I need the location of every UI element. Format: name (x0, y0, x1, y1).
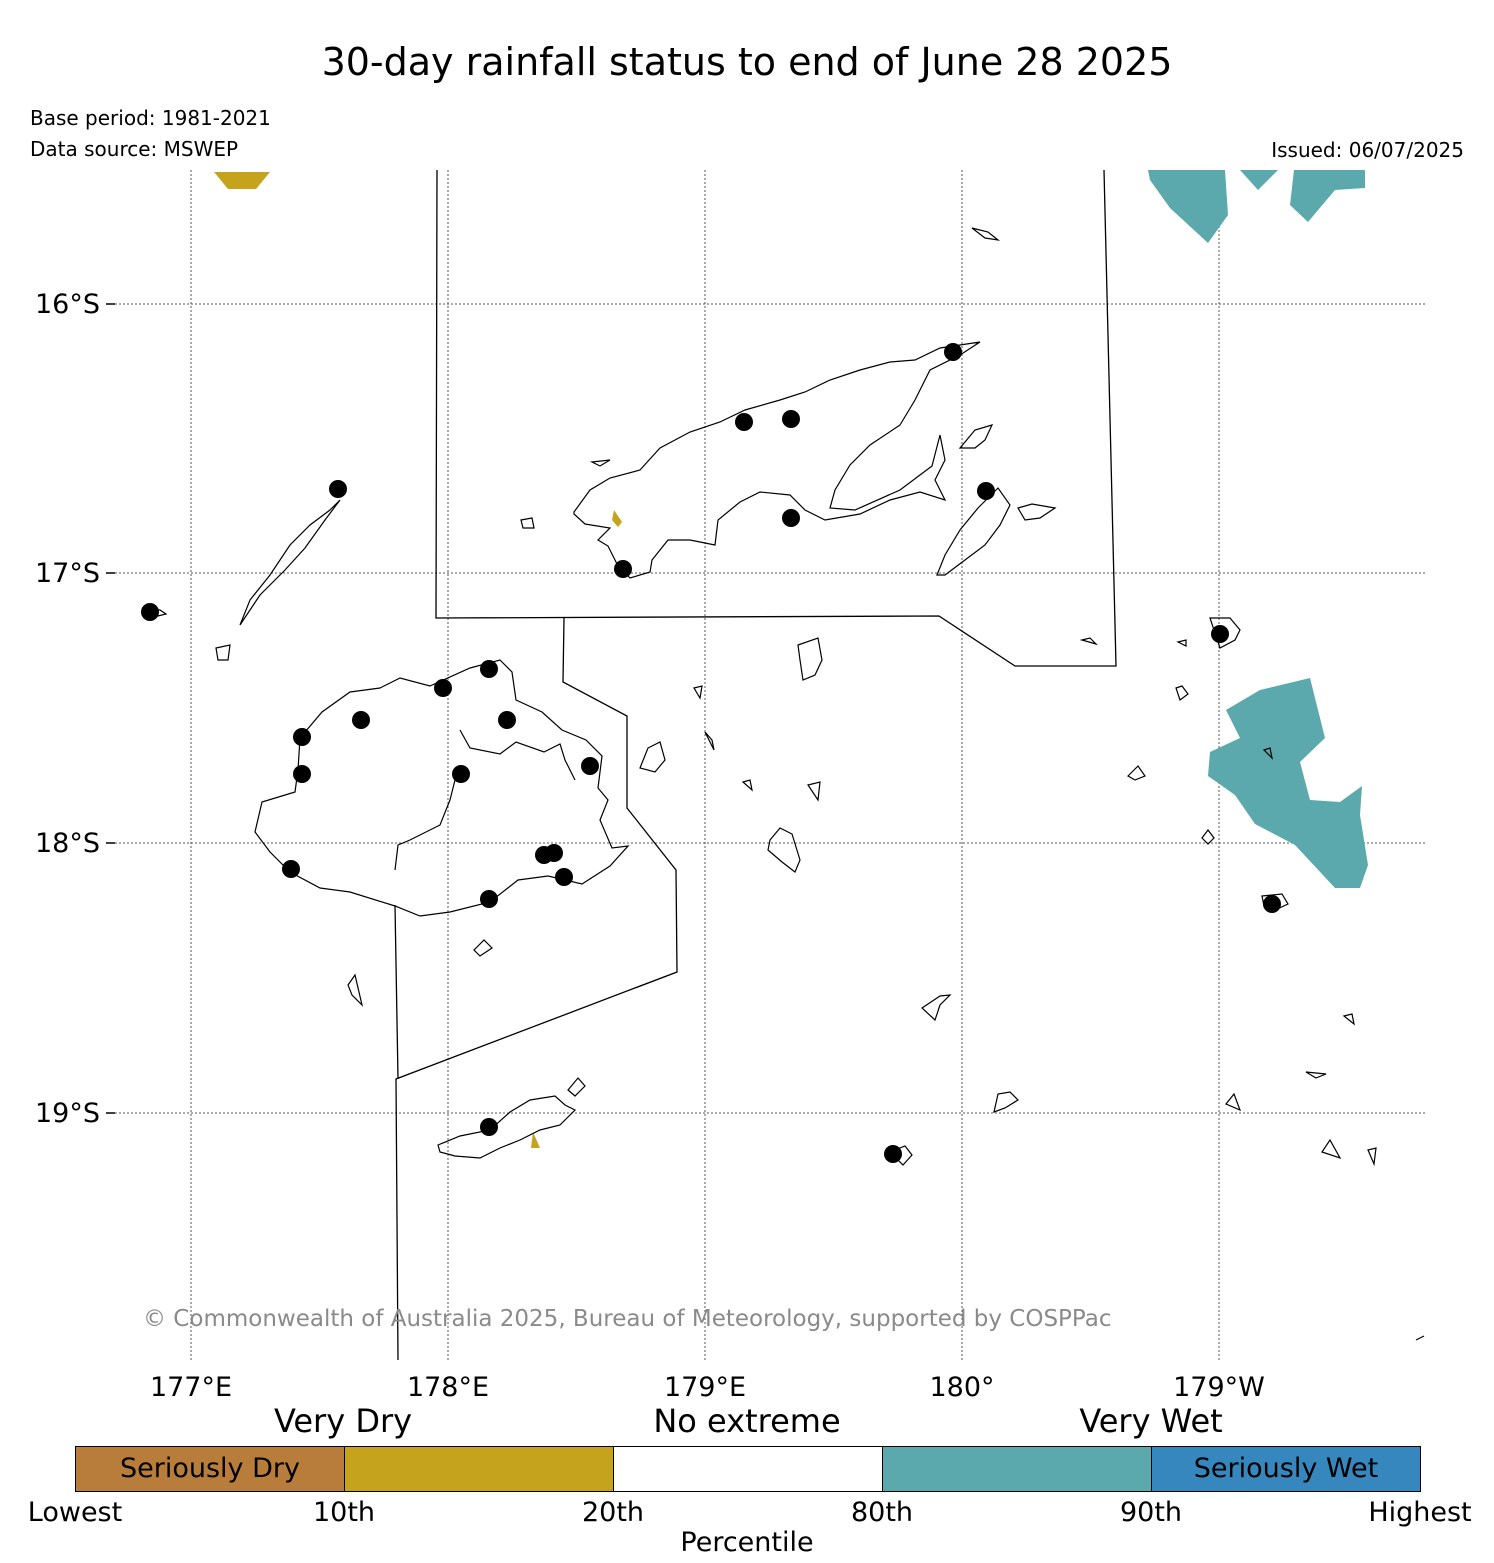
base-period-text: Base period: 1981-2021 (30, 106, 271, 130)
legend-tick-lowest: Lowest (27, 1497, 123, 1528)
lon-label-179w: 179°W (1173, 1372, 1265, 1403)
legend-bin-seriously-wet (1151, 1446, 1421, 1492)
lon-label-178e: 178°E (407, 1372, 489, 1403)
legend-bin-label-seriously-dry: Seriously Dry (120, 1453, 300, 1484)
legend-axis-title: Percentile (680, 1527, 814, 1558)
legend-tick-90th: 90th (1119, 1497, 1183, 1528)
map-title: 30-day rainfall status to end of June 28… (321, 40, 1173, 84)
lat-label-16s: 16°S (35, 289, 100, 320)
lon-label-177e: 177°E (150, 1372, 232, 1403)
legend-tick-20th: 20th (581, 1497, 645, 1528)
legend-bin-label-seriously-wet: Seriously Wet (1193, 1453, 1379, 1484)
legend-tick-80th: 80th (850, 1497, 914, 1528)
legend-bin-very-wet (882, 1446, 1152, 1492)
legend-tick-highest: Highest (1368, 1497, 1472, 1528)
issued-date-text: Issued: 06/07/2025 (1271, 138, 1464, 162)
legend-category-very-dry: Very Dry (273, 1402, 413, 1440)
legend-category-very-wet: Very Wet (1079, 1402, 1223, 1440)
very-wet-area (1148, 170, 1368, 888)
legend-bin-seriously-dry (75, 1446, 345, 1492)
axis-ticks (106, 303, 115, 1114)
copyright-notice: © Commonwealth of Australia 2025, Bureau… (143, 1306, 1112, 1332)
lon-label-179e: 179°E (664, 1372, 746, 1403)
rain-stations (141, 343, 1281, 1163)
legend-category-no-extreme: No extreme (653, 1402, 841, 1440)
lon-label-180: 180° (929, 1372, 994, 1403)
legend-bin-no-extreme (613, 1446, 883, 1492)
legend-bin-very-dry (344, 1446, 614, 1492)
data-source-text: Data source: MSWEP (30, 137, 239, 161)
lat-label-17s: 17°S (35, 558, 100, 589)
legend-tick-10th: 10th (312, 1497, 376, 1528)
very-dry-area (214, 172, 622, 1148)
division-boundaries (394, 169, 1117, 1361)
lat-label-19s: 19°S (35, 1098, 100, 1129)
lat-label-18s: 18°S (35, 828, 100, 859)
